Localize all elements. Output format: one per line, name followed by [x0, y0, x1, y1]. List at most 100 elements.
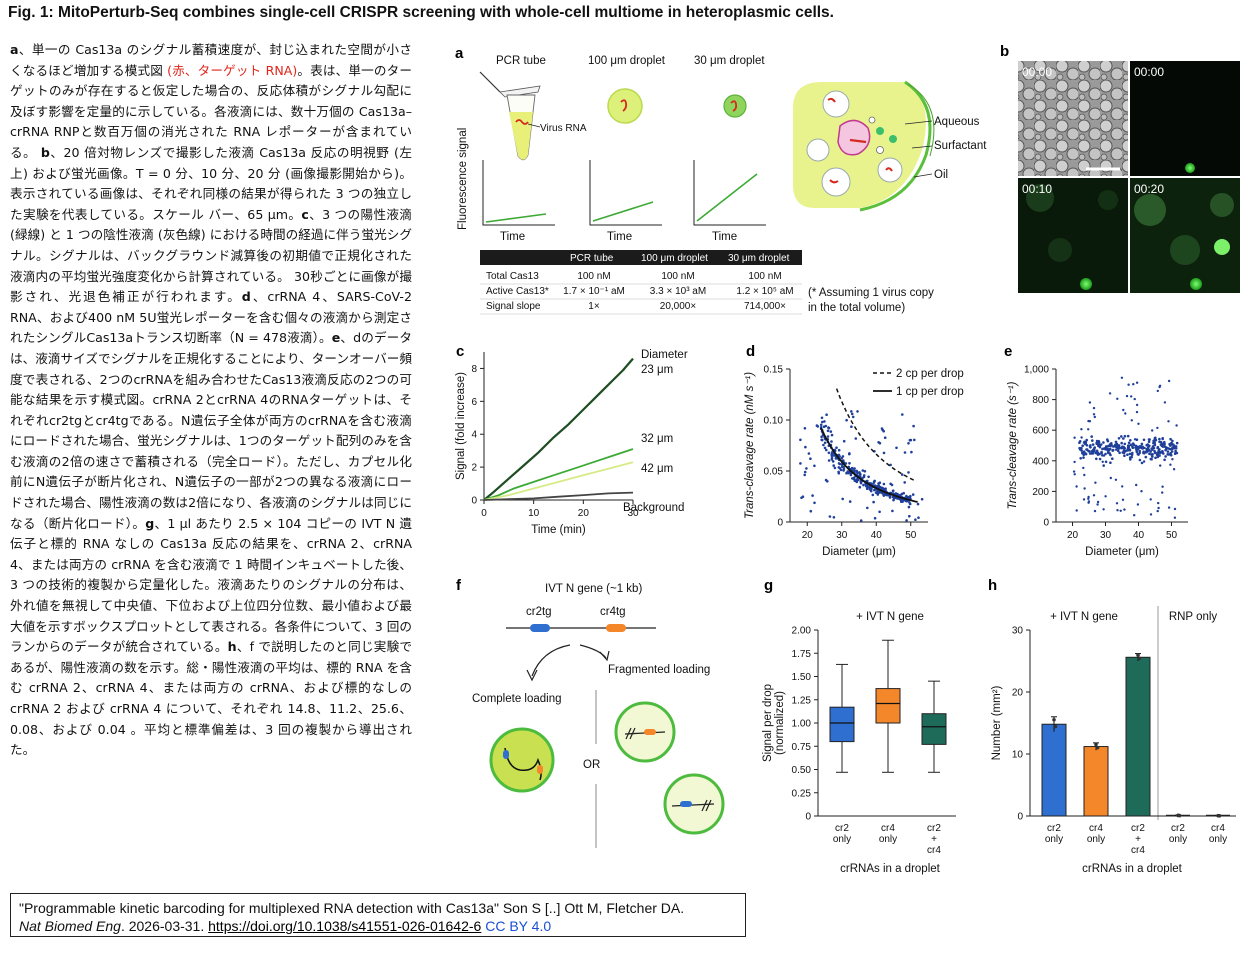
h-bar [1083, 746, 1109, 817]
d-point [827, 459, 831, 462]
d-point [907, 442, 910, 445]
e-point [1102, 464, 1105, 467]
e-point [1148, 438, 1151, 441]
e-point [1135, 445, 1138, 449]
col-title-30um: 30 μm droplet [694, 55, 765, 67]
table-cell: 100 nM [661, 271, 694, 282]
e-point [1092, 406, 1096, 410]
e-point [1093, 509, 1097, 513]
cr2tg-site [530, 624, 550, 632]
e-point [1096, 503, 1099, 506]
table-body: Total Cas13 100 nM 100 nM 100 nM Active Cas1… [480, 271, 802, 315]
g-ylabel-2: (normalized) [774, 691, 786, 755]
e-point [1157, 449, 1161, 452]
e-point [1123, 508, 1126, 511]
e-point [1115, 502, 1119, 505]
e-xtick-label: 30 [1100, 530, 1112, 541]
c-series-label: Background [623, 502, 684, 514]
e-point [1104, 460, 1108, 464]
e-point [1153, 441, 1156, 445]
e-point [1171, 447, 1174, 451]
e-point [1104, 452, 1107, 456]
g-title: + IVT N gene [856, 611, 924, 623]
g-box [829, 706, 855, 743]
table-cell: 100 nM [748, 271, 781, 282]
d-point [889, 463, 892, 467]
d-point [878, 510, 881, 514]
table-cell: Signal slope [486, 301, 541, 312]
e-point [1138, 458, 1142, 462]
e-point [1137, 453, 1140, 456]
e-ytick-label: 400 [1032, 456, 1049, 467]
legend-a-text: 、単一の Cas13a のシグナル蓄積速度が、封じ込まれた空間が小さくなるほど増… [10, 42, 412, 78]
e-point [1153, 443, 1157, 447]
e-xlabel: Diameter (μm) [1085, 546, 1159, 558]
a-xlabel-2: Time [607, 231, 632, 243]
a-ylabel-1: Fluorescence signal [457, 128, 469, 230]
d-curve-1cp [820, 427, 918, 503]
g-box [875, 688, 901, 724]
g-ytick-label: 0.50 [792, 765, 812, 776]
e-point [1140, 442, 1144, 446]
d-point [835, 446, 838, 450]
g-category-label: cr4 only [879, 823, 897, 845]
d-point [914, 518, 917, 521]
e-point [1122, 408, 1125, 412]
g-ytick-label: 1.50 [792, 672, 812, 683]
g-ytick-label: 0 [805, 812, 811, 823]
col-title-100um: 100 μm droplet [588, 55, 666, 67]
citation-license-link[interactable]: CC BY 4.0 [481, 918, 552, 934]
label-surfactant: Surfactant [934, 140, 987, 152]
e-point [1088, 401, 1092, 404]
e-point [1158, 440, 1161, 444]
e-point [1133, 397, 1136, 401]
d-point [873, 516, 877, 520]
fragment-droplet-2-icon [663, 773, 725, 835]
h-category-label: cr2 + cr4 [1131, 823, 1145, 856]
e-point [1114, 440, 1118, 444]
droplet-30um-icon [723, 94, 747, 118]
h-category-label: cr2 only [1169, 823, 1187, 845]
h-group-title: RNP only [1169, 611, 1218, 623]
h-group-title: + IVT N gene [1050, 611, 1118, 623]
a-xlabel-1: Time [500, 231, 525, 243]
table-cell: 1× [588, 301, 600, 312]
e-point [1163, 401, 1167, 404]
e-point [1150, 457, 1153, 461]
e-point [1169, 442, 1173, 445]
d-ytick-label: 0.05 [764, 467, 784, 478]
d-point [850, 425, 853, 429]
d-point [837, 470, 840, 474]
e-point [1112, 445, 1115, 448]
e-point [1092, 413, 1096, 416]
e-point [1073, 436, 1076, 439]
e-point [1159, 464, 1162, 467]
d-point [833, 466, 837, 470]
e-point [1102, 454, 1106, 457]
g-ytick-label: 1.00 [792, 719, 812, 730]
e-point [1102, 441, 1105, 444]
d-point [900, 473, 904, 476]
e-point [1161, 485, 1164, 488]
d-point [842, 439, 846, 443]
e-point [1135, 381, 1139, 384]
legend-c-text: 、3 つの陽性液滴 (緑線) と 1 つの陰性液滴 (灰色線) における時間の経… [10, 206, 412, 305]
figure-panels: a PCR tube 100 μm droplet 30 μm droplet … [455, 43, 1240, 875]
d-point [811, 494, 814, 497]
label-oil: Oil [934, 169, 948, 181]
e-point [1091, 439, 1094, 442]
slope-table: PCR tube 100 μm droplet 30 μm droplet To… [480, 250, 934, 315]
pcr-tube-icon: Virus RNA [479, 71, 587, 161]
panel-c-chart: c 0 2 4 6 8 0 10 20 30 Time (min) Signal (fold inc… [455, 343, 688, 536]
e-point [1152, 439, 1155, 443]
legend-c-label: c [301, 206, 309, 222]
d-point [805, 467, 808, 470]
d-point [819, 423, 823, 427]
e-ytick-label: 0 [1043, 518, 1049, 529]
citation-box: "Programmable kinetic barcoding for mult… [10, 893, 746, 937]
g-xlabel: crRNAs in a droplet [840, 863, 941, 875]
citation-doi-link[interactable]: https://doi.org/10.1038/s41551-026-01642… [208, 918, 482, 934]
d-point [903, 481, 906, 484]
legend-h-text: 、f で説明したのと同じ実験であるが、陽性液滴の数を示す。総・陽性液滴の平均は、… [10, 639, 412, 758]
timestamp-f20: 00:20 [1134, 182, 1164, 196]
